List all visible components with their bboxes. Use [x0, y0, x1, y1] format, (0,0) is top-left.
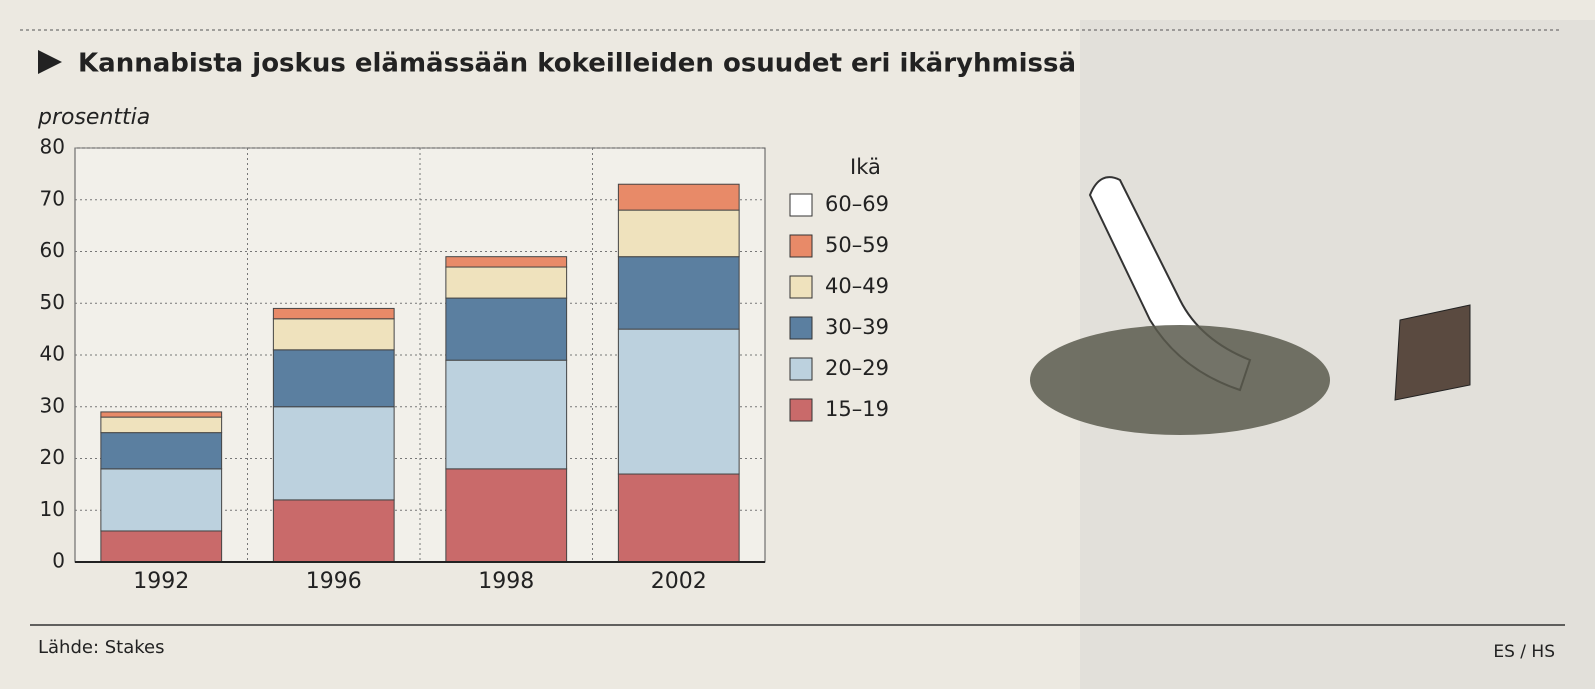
chart: Kannabista joskus elämässään kokeilleide… — [0, 0, 1595, 689]
chart-title: Kannabista joskus elämässään kokeilleide… — [78, 49, 1076, 79]
bar-segment — [618, 257, 739, 329]
bar-segment — [101, 469, 222, 531]
bar-segment — [446, 360, 567, 469]
legend-label: 60–69 — [825, 192, 889, 216]
herb-pile — [1030, 325, 1330, 435]
bar-segment — [618, 329, 739, 474]
y-tick-label: 70 — [40, 186, 65, 210]
y-tick-label: 30 — [40, 393, 65, 417]
bar-segment — [101, 531, 222, 562]
x-tick-label: 1998 — [478, 569, 534, 594]
y-tick-label: 40 — [40, 342, 65, 366]
legend-swatch — [790, 358, 812, 380]
bar-segment — [446, 257, 567, 267]
cube — [1395, 305, 1470, 400]
y-tick-label: 10 — [40, 497, 65, 521]
bar-segment — [446, 267, 567, 298]
bar-segment — [101, 433, 222, 469]
bar-segment — [101, 412, 222, 417]
legend-swatch — [790, 399, 812, 421]
bar-segment — [273, 319, 394, 350]
bar-segment — [618, 184, 739, 210]
source: Lähde: Stakes — [38, 637, 165, 658]
legend-title: Ikä — [850, 155, 881, 179]
bar-segment — [618, 210, 739, 257]
legend-label: 50–59 — [825, 233, 889, 257]
legend-swatch — [790, 317, 812, 339]
legend-swatch — [790, 235, 812, 257]
y-tick-label: 60 — [40, 238, 65, 262]
y-tick-label: 20 — [40, 445, 65, 469]
x-tick-label: 1992 — [133, 569, 189, 594]
legend-label: 40–49 — [825, 274, 889, 298]
bar-segment — [273, 350, 394, 407]
y-tick-label: 0 — [52, 549, 65, 573]
x-tick-label: 1996 — [306, 569, 362, 594]
bar-segment — [618, 474, 739, 562]
bar-segment — [273, 308, 394, 318]
bar-segment — [273, 407, 394, 500]
legend-swatch — [790, 194, 812, 216]
credit: ES / HS — [1493, 642, 1555, 662]
legend-label: 30–39 — [825, 315, 889, 339]
bar-segment — [273, 500, 394, 562]
bar-segment — [446, 469, 567, 562]
bar-segment — [446, 298, 567, 360]
y-tick-label: 50 — [40, 290, 65, 314]
y-tick-label: 80 — [40, 135, 65, 159]
legend-label: 15–19 — [825, 397, 889, 421]
legend-swatch — [790, 276, 812, 298]
y-axis-label: prosenttia — [37, 105, 150, 130]
x-tick-label: 2002 — [651, 569, 707, 594]
bar-segment — [101, 417, 222, 433]
legend-label: 20–29 — [825, 356, 889, 380]
